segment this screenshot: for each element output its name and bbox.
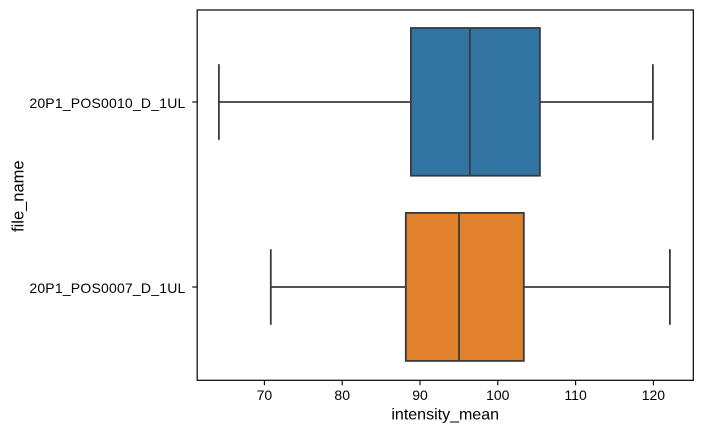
svg-text:80: 80 [334,387,350,403]
svg-text:20P1_POS0010_D_1UL: 20P1_POS0010_D_1UL [29,95,185,111]
svg-text:file_name: file_name [10,160,28,232]
svg-text:100: 100 [486,387,510,403]
svg-text:110: 110 [564,387,587,403]
svg-text:70: 70 [257,387,273,403]
svg-text:120: 120 [642,387,666,403]
svg-text:20P1_POS0007_D_1UL: 20P1_POS0007_D_1UL [29,280,185,296]
svg-text:90: 90 [412,387,428,403]
svg-text:intensity_mean: intensity_mean [391,407,499,424]
